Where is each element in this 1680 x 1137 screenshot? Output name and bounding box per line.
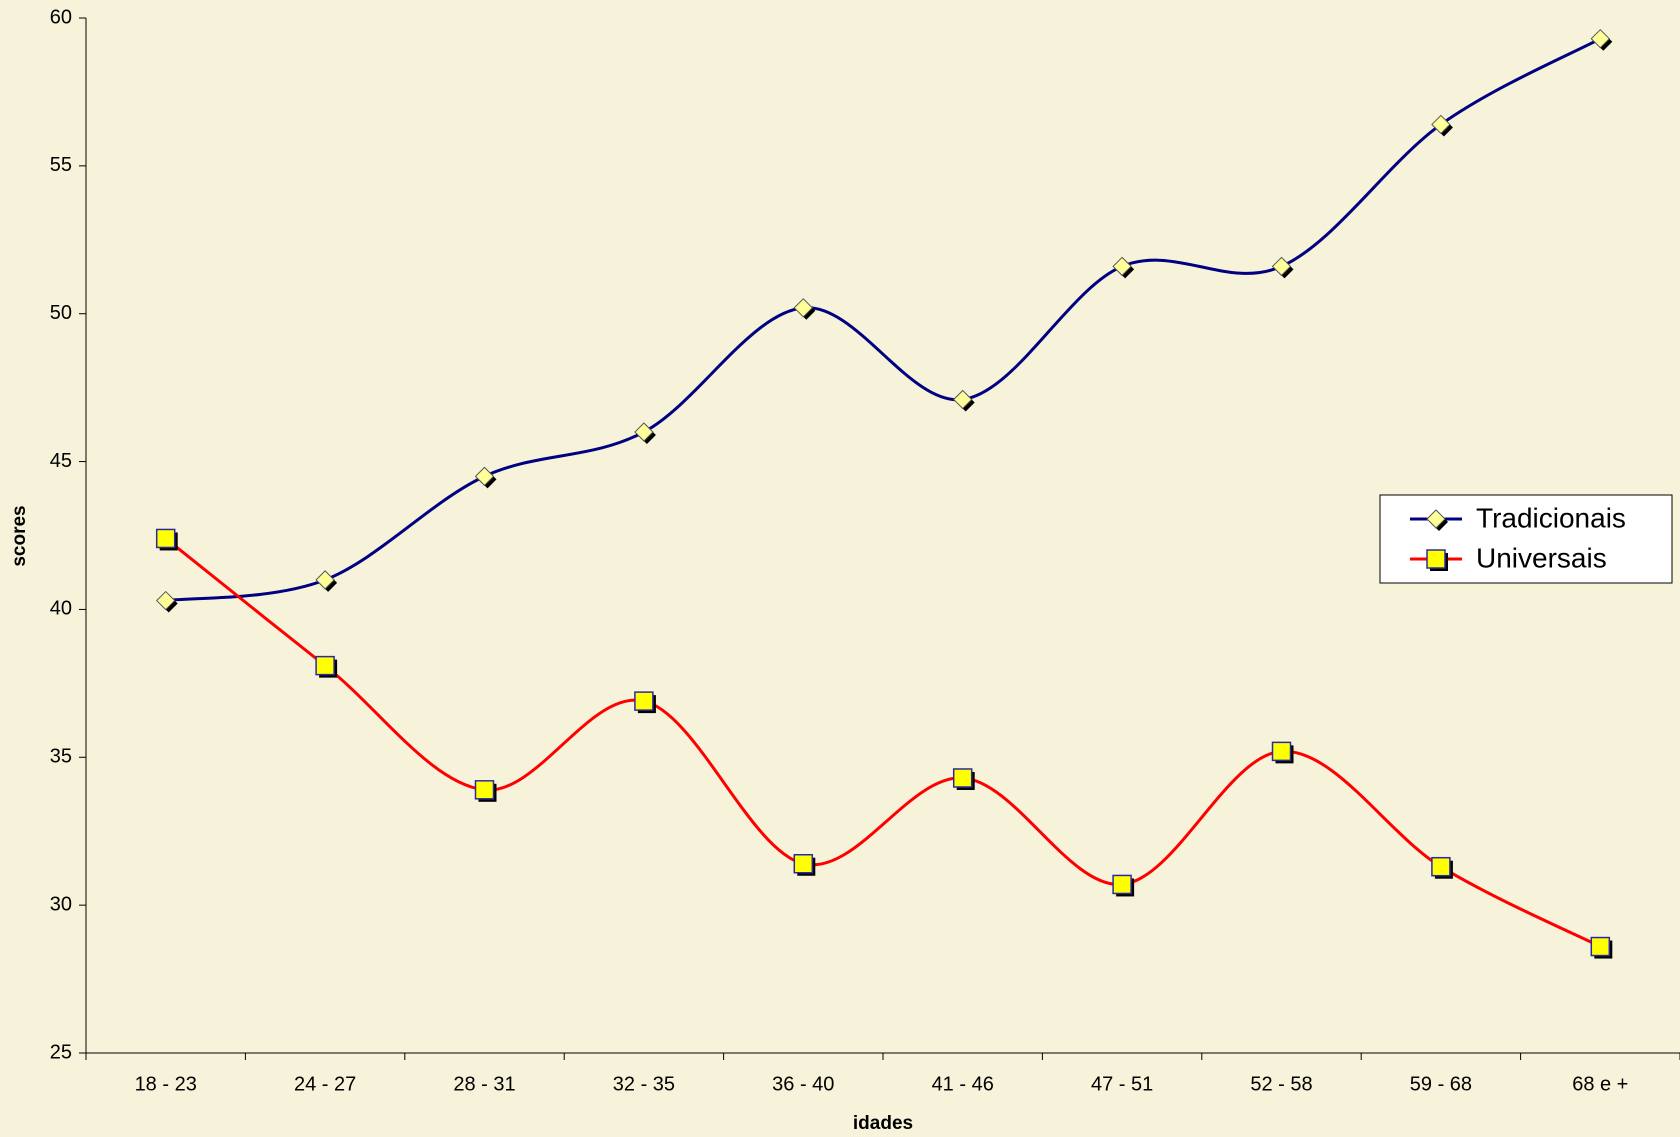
series	[155, 528, 1613, 959]
y-tick-label: 25	[50, 1041, 72, 1063]
x-tick-label: 36 - 40	[772, 1073, 834, 1095]
marker	[474, 780, 495, 800]
marker	[793, 298, 814, 318]
y-tick-label: 50	[50, 302, 72, 324]
legend: Tradicionais Universais	[1379, 494, 1673, 584]
x-tick-label: 18 - 23	[135, 1073, 197, 1095]
marker	[155, 528, 176, 549]
marker	[1271, 256, 1292, 277]
marker	[1431, 114, 1451, 135]
marker	[952, 768, 973, 788]
line	[165, 37, 1602, 603]
x-tick-label: 24 - 27	[294, 1073, 356, 1095]
y-tick-label: 35	[50, 746, 72, 768]
x-tick-label: 47 - 51	[1091, 1073, 1153, 1095]
legend-label: Tradicionais	[1476, 502, 1626, 533]
marker	[315, 655, 335, 676]
x-tick-label: 28 - 31	[453, 1073, 515, 1095]
marker	[1271, 741, 1292, 762]
series	[155, 28, 1613, 613]
x-tick-label: 32 - 35	[613, 1073, 675, 1095]
x-axis-label: idades	[853, 1113, 913, 1134]
line	[164, 537, 1601, 948]
marker	[315, 570, 335, 590]
marker	[155, 590, 176, 611]
y-axis-label: scores	[9, 505, 30, 566]
x-tick-label: 41 - 46	[932, 1073, 994, 1095]
legend-label: Universais	[1476, 542, 1607, 573]
marker	[474, 466, 495, 487]
y-tick-label: 60	[50, 6, 72, 28]
marker	[1431, 856, 1451, 877]
marker	[793, 853, 814, 874]
marker	[1590, 936, 1611, 957]
y-tick-label: 55	[50, 154, 72, 176]
x-tick-label: 68 e +	[1572, 1073, 1628, 1095]
x-tick-label: 59 - 68	[1410, 1073, 1472, 1095]
marker	[1112, 874, 1132, 895]
marker	[952, 389, 973, 410]
marker	[1426, 549, 1446, 569]
y-tick-label: 45	[50, 450, 72, 472]
y-tick-label: 40	[50, 598, 72, 620]
y-tick-label: 30	[50, 893, 72, 915]
marker	[1112, 256, 1132, 277]
x-tick-label: 52 - 58	[1250, 1073, 1312, 1095]
marker	[634, 422, 654, 442]
marker	[1426, 509, 1446, 529]
marker	[634, 691, 654, 711]
marker	[1590, 28, 1611, 49]
